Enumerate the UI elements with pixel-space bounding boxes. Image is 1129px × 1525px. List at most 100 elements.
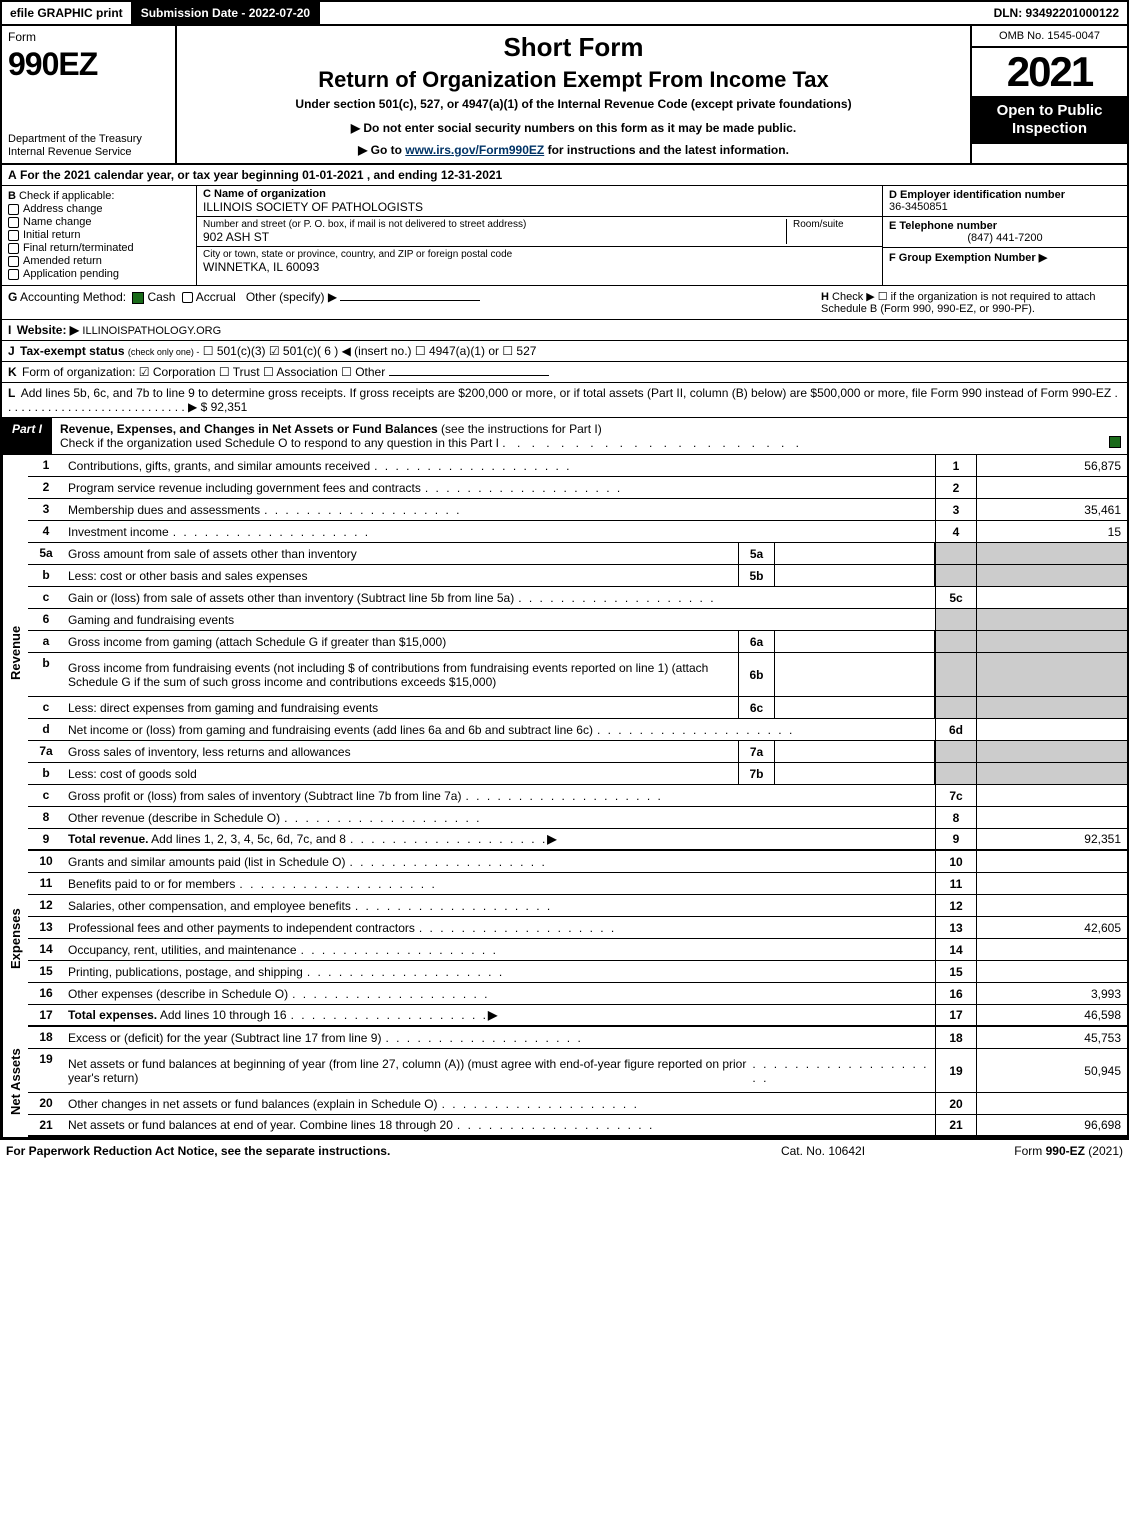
line-box-shade [935,697,977,718]
irs-link[interactable]: www.irs.gov/Form990EZ [405,143,544,157]
line-value [977,895,1127,916]
mini-box: 5a [738,543,935,564]
line-number: 12 [28,895,64,916]
opt-address: Address change [23,203,103,215]
submission-date: Submission Date - 2022-07-20 [133,2,320,24]
line-box: 19 [935,1049,977,1092]
line-20: 20Other changes in net assets or fund ba… [28,1093,1127,1115]
mini-box: 6a [738,631,935,652]
line-7a: 7aGross sales of inventory, less returns… [28,741,1127,763]
org-city: WINNETKA, IL 60093 [203,260,876,274]
line-14: 14Occupancy, rent, utilities, and mainte… [28,939,1127,961]
chk-application-pending[interactable]: Application pending [8,268,190,280]
netasset-lines: 18Excess or (deficit) for the year (Subt… [28,1027,1127,1137]
line-desc: Total revenue. Add lines 1, 2, 3, 4, 5c,… [64,829,935,849]
line-15: 15Printing, publications, postage, and s… [28,961,1127,983]
line-5a: 5aGross amount from sale of assets other… [28,543,1127,565]
line-value: 42,605 [977,917,1127,938]
line-number: 7a [28,741,64,762]
line-box-shade [935,609,977,630]
e-label: E Telephone number [889,220,1121,232]
mini-label: 6a [739,631,775,652]
mini-label: 7b [739,763,775,784]
room-label: Room/suite [786,219,876,244]
g-accrual: Accrual [196,290,236,304]
line-number: 5a [28,543,64,564]
line-number: b [28,565,64,586]
k-text: ☑ Corporation ☐ Trust ☐ Association ☐ Ot… [139,365,385,379]
line-b: bLess: cost or other basis and sales exp… [28,565,1127,587]
goto-post: for instructions and the latest informat… [544,143,789,157]
line-desc: Grants and similar amounts paid (list in… [64,851,935,872]
line-9: 9Total revenue. Add lines 1, 2, 3, 4, 5c… [28,829,1127,851]
line-number: 8 [28,807,64,828]
mini-box: 7a [738,741,935,762]
footer-right-bold: 990-EZ [1046,1144,1085,1158]
line-value [977,807,1127,828]
line-10: 10Grants and similar amounts paid (list … [28,851,1127,873]
ein-value: 36-3450851 [889,201,1121,213]
h-letter: H [821,291,829,303]
chk-name-change[interactable]: Name change [8,216,190,228]
part-1-checkbox[interactable] [1103,418,1127,454]
row-l: L Add lines 5b, 6c, and 7b to line 9 to … [0,383,1129,418]
goto-pre: ▶ Go to [358,143,405,157]
line-desc: Less: cost of goods sold [64,763,738,784]
line-box: 18 [935,1027,977,1048]
g-cash: Cash [147,290,175,304]
k-label: Form of organization: [22,365,135,379]
line-desc: Gross sales of inventory, less returns a… [64,741,738,762]
meta-grid: B Check if applicable: Address change Na… [0,186,1129,286]
instruction-no-ssn: ▶ Do not enter social security numbers o… [187,121,960,135]
header-left: Form 990EZ Department of the Treasury In… [2,26,177,163]
line-desc: Less: direct expenses from gaming and fu… [64,697,738,718]
chk-amended-return[interactable]: Amended return [8,255,190,267]
row-g-h: G Accounting Method: Cash Accrual Other … [0,286,1129,320]
i-letter: I [8,323,11,337]
line-c: cLess: direct expenses from gaming and f… [28,697,1127,719]
short-form-label: Short Form [187,32,960,63]
line-number: d [28,719,64,740]
mini-box: 6b [738,653,935,696]
section-c: C Name of organization ILLINOIS SOCIETY … [197,186,882,285]
line-number: 19 [28,1049,64,1092]
line-box: 17 [935,1005,977,1025]
opt-final: Final return/terminated [23,242,134,254]
line-value: 45,753 [977,1027,1127,1048]
line-box: 1 [935,455,977,476]
line-desc: Investment income . . . . . . . . . . . … [64,521,935,542]
side-expenses: Expenses [2,851,28,1027]
mini-value [775,741,935,762]
line-19: 19Net assets or fund balances at beginni… [28,1049,1127,1093]
k-other-blank[interactable] [389,375,549,376]
efile-label[interactable]: efile GRAPHIC print [2,2,133,24]
c-label: C Name of organization [203,188,326,200]
footer-center: Cat. No. 10642I [723,1144,923,1158]
side-netassets: Net Assets [2,1027,28,1137]
mini-label: 6b [739,653,775,696]
line-val-shade [977,631,1127,652]
chk-final-return[interactable]: Final return/terminated [8,242,190,254]
line-desc: Contributions, gifts, grants, and simila… [64,455,935,476]
line-b: bGross income from fundraising events (n… [28,653,1127,697]
opt-amended: Amended return [23,255,102,267]
mini-box: 6c [738,697,935,718]
chk-initial-return[interactable]: Initial return [8,229,190,241]
omb-number: OMB No. 1545-0047 [972,26,1127,48]
top-bar: efile GRAPHIC print Submission Date - 20… [0,0,1129,26]
g-other-blank[interactable] [340,300,480,301]
line-number: b [28,653,64,696]
line-desc: Gross income from gaming (attach Schedul… [64,631,738,652]
chk-address-change[interactable]: Address change [8,203,190,215]
line-desc: Occupancy, rent, utilities, and maintena… [64,939,935,960]
opt-name: Name change [23,216,92,228]
line-value [977,719,1127,740]
line-value: 15 [977,521,1127,542]
line-value: 56,875 [977,455,1127,476]
line-value: 92,351 [977,829,1127,849]
line-a: aGross income from gaming (attach Schedu… [28,631,1127,653]
line-value [977,477,1127,498]
header-center: Short Form Return of Organization Exempt… [177,26,972,163]
line-c: cGain or (loss) from sale of assets othe… [28,587,1127,609]
g-letter: G [8,290,17,304]
